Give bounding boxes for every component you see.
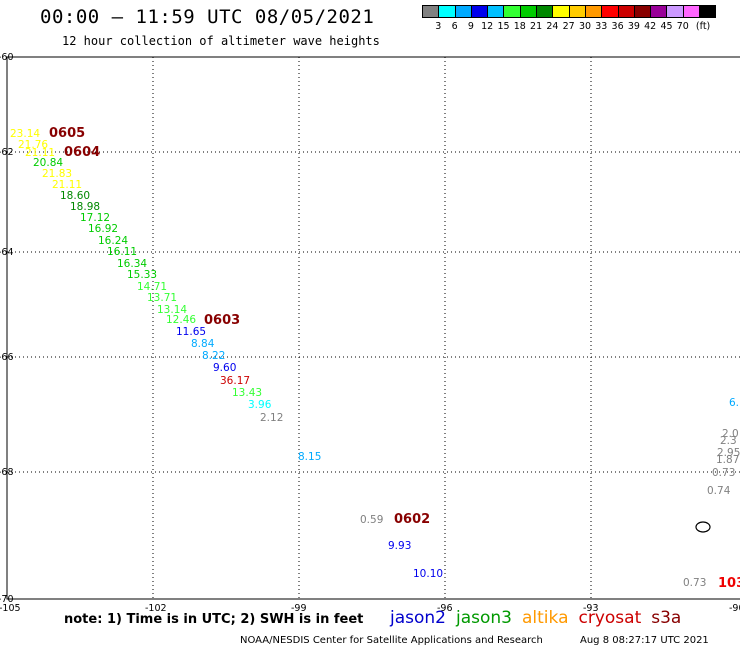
legend-swatch [699,5,717,18]
longitude-label: -90 [729,603,740,614]
legend-label: 6 [451,21,458,32]
wave-height-value: 16.11 [107,246,137,258]
longitude-label: -96 [437,603,453,614]
credit-text: NOAA/NESDIS Center for Satellite Applica… [240,635,543,646]
wave-height-value: 15.33 [127,269,157,281]
wave-height-value: 21.76 [18,139,48,151]
color-legend-labels: 3 6 9 12 15 18 21 24 27 30 33 36 39 42 45 70 (ft) [422,21,740,35]
wave-height-value: 18.98 [70,201,100,213]
wave-height-value: 21.11 [25,147,55,159]
pass-time-label: 103 [718,576,740,591]
color-legend [422,5,717,18]
satellite-name-cryosat: cryosat [578,608,642,628]
wave-height-value: 14.71 [137,281,167,293]
legend-label: 18 [513,21,526,32]
legend-label: 30 [578,21,592,32]
credit-timestamp: Aug 8 08:27:17 UTC 2021 [580,635,709,646]
wave-height-value: 18.60 [60,190,90,202]
time-labels: 0605 0604 0603 0602 103 [49,126,740,591]
legend-label: 3 [435,21,442,32]
legend-label: (ft) [695,21,711,32]
wave-height-value: 8.84 [191,338,215,350]
legend-label: 42 [644,21,657,32]
legend-label: 45 [660,21,673,32]
legend-label: 70 [676,21,689,32]
wave-height-value: 10.10 [413,568,443,580]
wave-height-value: 9.60 [213,362,236,374]
wave-height-value: 23.14 [10,128,40,140]
legend-label: 27 [562,21,575,32]
chart-title: 00:00 – 11:59 UTC 08/05/2021 [40,6,375,28]
footer-note: note: 1) Time is in UTC; 2) SWH is in fe… [64,612,364,627]
legend-label: 12 [481,21,494,32]
wave-height-value: 2.12 [260,412,283,424]
latitude-label: -62 [0,147,14,158]
wave-height-value: 0.73 [712,467,735,479]
wave-height-value: 0.73 [683,577,706,589]
pass-time-label: 0603 [204,313,240,328]
wave-height-value: 16.34 [117,258,147,270]
satellite-name-altika: altika [522,608,569,628]
wave-height-value: 13.71 [147,292,177,304]
pass-time-label: 0602 [394,512,430,527]
wave-height-value: 21.11 [52,179,82,191]
satellite-legend: jason2 jason3 altika cryosat s3a [390,608,691,628]
wave-height-value: 20.84 [33,157,63,169]
legend-label: 15 [497,21,510,32]
legend-label: 21 [530,21,543,32]
wave-height-value: 8.22 [202,350,225,362]
legend-label: 39 [627,21,640,32]
wave-height-value: 17.12 [80,212,110,224]
wave-height-value: 1.87 [716,454,739,466]
chart-subtitle: 12 hour collection of altimeter wave hei… [62,34,380,48]
pass-time-label: 0605 [49,126,85,141]
latitude-label: -66 [0,352,14,363]
latitude-label: -68 [0,467,14,478]
latitude-label: -60 [0,52,14,63]
wave-height-value: 3.96 [248,399,272,411]
axis-labels: -60 -62 -64 -66 -68 -70-105 -102 -99 -96 -93 -90 [0,52,740,614]
latitude-label: -64 [0,247,14,258]
wave-height-value: 0.74 [707,485,731,497]
satellite-name-jason3: jason3 [456,608,512,628]
grid-lines [6,56,740,600]
wave-height-points: 23.1421.7621.1120.8421.8321.1118.6018.98… [10,128,740,589]
longitude-label: -102 [145,603,167,614]
wave-height-value: 13.14 [157,304,187,316]
wave-height-value: 13.43 [232,387,262,399]
legend-label: 33 [595,21,608,32]
wave-height-value: 36.17 [220,375,250,387]
wave-height-value: 11.65 [176,326,206,338]
legend-label: 24 [546,21,559,32]
wave-height-value: 2.0 [722,428,739,440]
latitude-label: -70 [0,594,14,605]
wave-height-value: 0.59 [360,514,383,526]
map-frame [6,56,740,600]
longitude-label: -93 [583,603,599,614]
wave-height-value: 9.93 [388,540,411,552]
wave-height-value: 21.83 [42,168,72,180]
wave-height-value: 2.95 [717,447,740,459]
legend-label: 36 [611,21,624,32]
wave-height-value: 8.15 [298,451,321,463]
wave-height-value: 6. [729,397,739,409]
wave-height-value: 16.24 [98,235,128,247]
wave-height-value: 12.46 [166,314,196,326]
wave-height-value: 16.92 [88,223,118,235]
island-outline [695,521,711,533]
longitude-label: -105 [0,603,21,614]
satellite-name-jason2: jason2 [390,608,446,628]
satellite-name-s3a: s3a [651,608,682,628]
wave-height-value: 2.3 [720,435,737,447]
legend-label: 9 [467,21,474,32]
pass-time-label: 0604 [64,145,100,160]
longitude-label: -99 [291,603,307,614]
